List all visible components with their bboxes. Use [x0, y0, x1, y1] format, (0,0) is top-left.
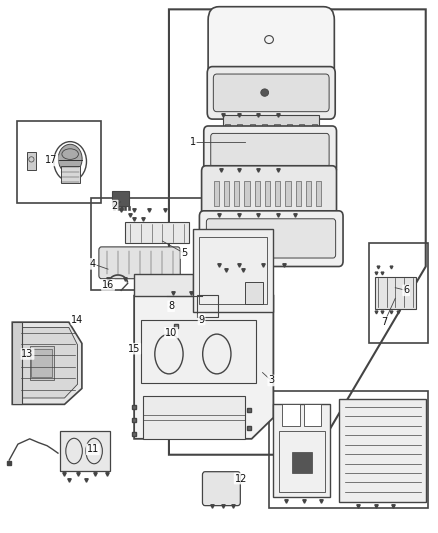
Text: 1: 1 [190, 137, 196, 147]
Bar [234, 181, 240, 206]
Bar [250, 124, 255, 130]
Bar [306, 181, 311, 206]
Text: 12: 12 [235, 474, 247, 483]
Text: 3: 3 [268, 375, 274, 385]
Text: 4: 4 [90, 259, 96, 269]
Bar [254, 181, 260, 206]
Polygon shape [134, 296, 273, 439]
Text: 7: 7 [381, 317, 388, 327]
Ellipse shape [261, 89, 268, 96]
Text: 17: 17 [45, 156, 58, 165]
Text: 10: 10 [165, 328, 177, 338]
Bar [120, 206, 123, 210]
Text: 8: 8 [168, 301, 174, 311]
Text: 9: 9 [198, 314, 205, 325]
Bar [30, 346, 53, 381]
Text: 11: 11 [87, 445, 99, 455]
Polygon shape [12, 322, 22, 405]
FancyBboxPatch shape [204, 126, 336, 174]
Bar [113, 191, 129, 206]
Bar [31, 349, 52, 377]
Text: 5: 5 [181, 248, 187, 259]
Polygon shape [273, 405, 330, 497]
Bar [265, 181, 270, 206]
FancyBboxPatch shape [206, 219, 336, 258]
Bar [279, 431, 325, 492]
Bar [369, 243, 428, 343]
FancyBboxPatch shape [199, 211, 343, 266]
FancyBboxPatch shape [213, 74, 329, 112]
Text: 16: 16 [102, 280, 114, 290]
Bar [287, 124, 292, 130]
Bar [286, 181, 290, 206]
Bar [214, 181, 219, 206]
Polygon shape [18, 327, 78, 398]
Bar [117, 206, 119, 210]
Bar [17, 120, 102, 203]
Bar [262, 124, 267, 130]
Bar [60, 431, 110, 471]
Bar [193, 229, 273, 312]
FancyBboxPatch shape [202, 472, 240, 506]
Bar [275, 181, 280, 206]
FancyBboxPatch shape [201, 166, 336, 216]
Bar [312, 124, 317, 130]
Bar [282, 405, 300, 425]
Bar [245, 282, 263, 304]
Bar [299, 124, 304, 130]
Bar [143, 397, 245, 439]
Bar [225, 124, 230, 130]
Polygon shape [339, 399, 426, 503]
Text: 13: 13 [21, 349, 34, 359]
Bar [60, 166, 80, 183]
Bar [141, 319, 256, 383]
Bar [124, 206, 126, 210]
Bar [296, 181, 301, 206]
Bar [125, 222, 188, 243]
Bar [113, 206, 116, 210]
Bar [224, 181, 229, 206]
Bar [304, 405, 321, 425]
Bar [375, 277, 416, 309]
FancyBboxPatch shape [207, 67, 335, 119]
Bar [316, 181, 321, 206]
Text: 2: 2 [111, 200, 118, 211]
Bar [27, 152, 36, 170]
FancyBboxPatch shape [211, 133, 329, 167]
Text: 15: 15 [128, 344, 140, 354]
Bar [292, 452, 312, 473]
Bar [237, 124, 242, 130]
Bar [127, 206, 130, 210]
Text: 14: 14 [71, 314, 84, 325]
Bar [269, 391, 428, 508]
Text: 6: 6 [403, 285, 409, 295]
Bar [197, 295, 218, 317]
FancyBboxPatch shape [99, 247, 180, 279]
Bar [199, 237, 267, 304]
Polygon shape [134, 274, 193, 296]
FancyBboxPatch shape [208, 7, 334, 81]
Bar [223, 115, 319, 128]
Polygon shape [12, 322, 82, 405]
Bar [274, 124, 279, 130]
Ellipse shape [58, 144, 82, 173]
Bar [244, 181, 250, 206]
Bar [91, 198, 215, 290]
